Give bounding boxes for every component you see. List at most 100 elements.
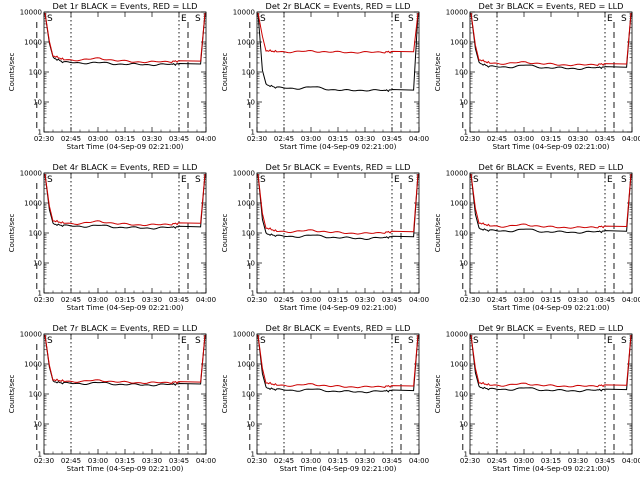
panel-title: Det 8r BLACK = Events, RED = LLD (266, 323, 411, 333)
marker-label-e: E (181, 336, 187, 346)
marker-label-e: E (394, 336, 400, 346)
y-tick-label: 10 (246, 260, 255, 268)
series-line-events (257, 173, 419, 241)
series-line-lld (257, 173, 419, 235)
y-axis-label: Counts/sec (434, 375, 442, 414)
x-tick-label: 03:45 (169, 135, 189, 143)
x-axis-label: Start Time (04-Sep-09 02:21:00) (67, 464, 184, 473)
x-tick-label: 04:00 (622, 457, 640, 465)
marker-label-e: E (607, 14, 613, 24)
series-line-lld (470, 334, 632, 388)
x-tick-label: 03:30 (568, 457, 588, 465)
x-tick-label: 04:00 (196, 296, 216, 304)
x-tick-label: 03:15 (115, 296, 135, 304)
x-tick-label: 02:30 (247, 457, 267, 465)
x-axis-label: Start Time (04-Sep-09 02:21:00) (280, 303, 397, 312)
x-tick-label: 02:45 (274, 135, 294, 143)
y-tick-label: 100 (455, 69, 468, 77)
panel-5: Det 5r BLACK = Events, RED = LLD 1 10 100 10… (221, 162, 429, 312)
plot-frame (469, 11, 633, 133)
x-tick-label: 03:30 (142, 135, 162, 143)
panel-6: Det 6r BLACK = Events, RED = LLD 1 10 100 10… (434, 162, 640, 312)
x-tick-label: 02:30 (460, 135, 480, 143)
y-tick-label: 1 (464, 451, 468, 459)
y-tick-label: 1000 (24, 200, 42, 208)
y-tick-label: 10 (33, 99, 42, 107)
x-tick-label: 03:30 (355, 457, 375, 465)
panel-title: Det 9r BLACK = Events, RED = LLD (479, 323, 624, 333)
y-tick-label: 100 (455, 230, 468, 238)
x-tick-label: 03:00 (88, 457, 108, 465)
series-line-events (44, 12, 206, 67)
y-tick-label: 1 (464, 290, 468, 298)
x-tick-label: 02:45 (487, 457, 507, 465)
x-tick-label: 02:30 (247, 296, 267, 304)
y-tick-label: 10000 (20, 331, 42, 339)
marker-label-s: S (195, 175, 201, 185)
y-tick-label: 1000 (237, 200, 255, 208)
x-tick-label: 02:30 (34, 296, 54, 304)
y-tick-label: 100 (29, 391, 42, 399)
x-tick-label: 03:00 (301, 296, 321, 304)
series-line-lld (470, 173, 632, 229)
plot-frame (469, 172, 633, 294)
x-tick-label: 03:45 (169, 457, 189, 465)
series-line-lld (257, 334, 419, 389)
y-tick-label: 100 (242, 391, 255, 399)
y-tick-label: 10 (246, 421, 255, 429)
y-tick-label: 1 (464, 129, 468, 137)
plot-frame (469, 333, 633, 455)
plot-frame (256, 333, 420, 455)
y-axis-label: Counts/sec (221, 375, 229, 414)
series-line-events (257, 334, 419, 394)
y-tick-label: 1000 (24, 361, 42, 369)
x-tick-label: 03:15 (541, 457, 561, 465)
x-tick-label: 03:15 (115, 457, 135, 465)
x-tick-label: 02:30 (460, 296, 480, 304)
y-tick-label: 1000 (450, 361, 468, 369)
y-tick-label: 10000 (233, 331, 255, 339)
x-tick-label: 03:15 (541, 296, 561, 304)
y-tick-label: 10000 (20, 170, 42, 178)
x-tick-label: 03:45 (382, 457, 402, 465)
x-tick-label: 03:45 (595, 296, 615, 304)
y-tick-label: 1000 (450, 39, 468, 47)
plot-frame (43, 333, 207, 455)
y-axis-label: Counts/sec (434, 53, 442, 92)
marker-label-e: E (394, 14, 400, 24)
x-tick-label: 03:00 (301, 457, 321, 465)
panel-title: Det 2r BLACK = Events, RED = LLD (266, 1, 411, 11)
marker-label-s: S (621, 14, 627, 24)
x-tick-label: 02:45 (61, 296, 81, 304)
y-tick-label: 10 (459, 421, 468, 429)
x-tick-label: 02:45 (487, 296, 507, 304)
plot-frame (256, 11, 420, 133)
x-tick-label: 03:00 (514, 296, 534, 304)
y-axis-label: Counts/sec (434, 214, 442, 253)
series-line-events (470, 12, 632, 71)
series-line-lld (44, 334, 206, 385)
x-tick-label: 02:30 (247, 135, 267, 143)
y-tick-label: 100 (242, 69, 255, 77)
y-tick-label: 100 (455, 391, 468, 399)
x-axis-label: Start Time (04-Sep-09 02:21:00) (493, 464, 610, 473)
y-tick-label: 10000 (233, 170, 255, 178)
x-tick-label: 03:30 (568, 296, 588, 304)
x-tick-label: 04:00 (622, 296, 640, 304)
x-tick-label: 04:00 (196, 457, 216, 465)
y-tick-label: 1 (251, 290, 255, 298)
marker-label-s: S (473, 175, 479, 185)
y-tick-label: 10000 (233, 9, 255, 17)
x-tick-label: 03:00 (301, 135, 321, 143)
marker-label-s: S (195, 336, 201, 346)
y-tick-label: 1000 (24, 39, 42, 47)
panel-8: Det 8r BLACK = Events, RED = LLD 1 10 100 10… (221, 323, 429, 473)
y-tick-label: 1 (38, 129, 42, 137)
x-tick-label: 02:45 (274, 457, 294, 465)
marker-label-s: S (408, 14, 414, 24)
panel-3: Det 3r BLACK = Events, RED = LLD 1 10 100 10… (434, 1, 640, 151)
panel-1: Det 1r BLACK = Events, RED = LLD 1 10 100 10… (8, 1, 216, 151)
x-tick-label: 03:45 (169, 296, 189, 304)
x-tick-label: 04:00 (409, 457, 429, 465)
